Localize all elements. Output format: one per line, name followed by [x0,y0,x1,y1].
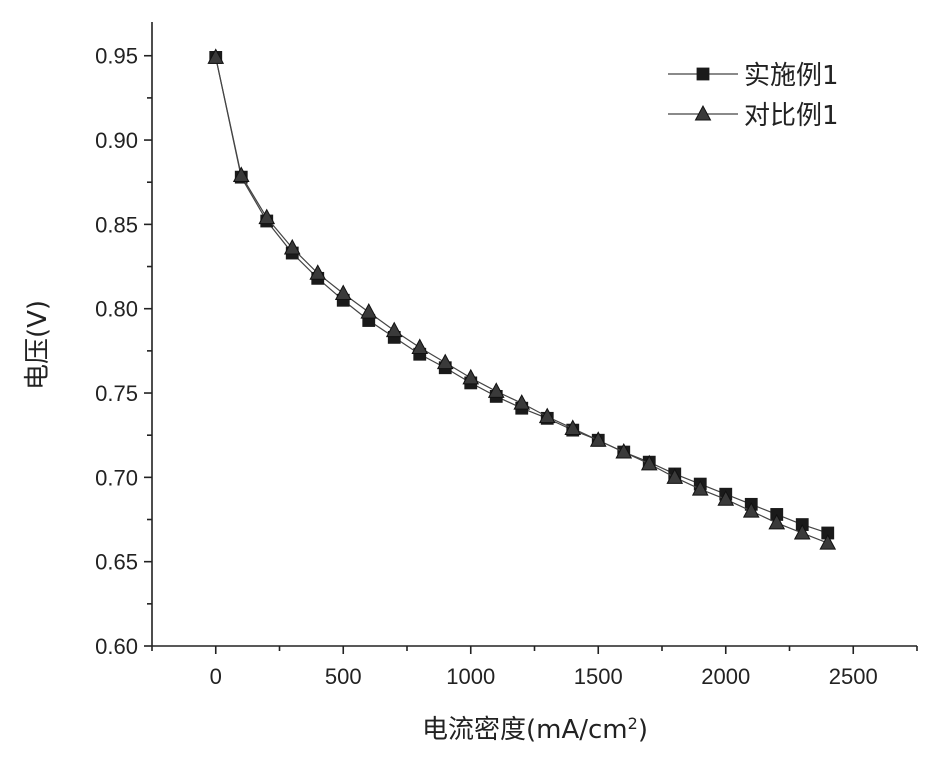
y-tick-label: 0.85 [95,212,138,237]
data-point [232,166,250,182]
y-tick-label: 0.70 [95,465,138,490]
data-point [411,338,429,354]
data-point [538,407,556,424]
y-axis-title: 电压(V) [23,300,53,390]
y-tick-label: 0.90 [95,128,138,153]
axes: 0.60 0.65 0.70 0.75 0.80 0.85 0.90 0.95 0 500 1000… [95,22,918,689]
data-point [691,480,709,496]
series-group [207,48,837,550]
data-point [207,48,225,64]
y-tick-label: 0.60 [95,634,138,659]
series-1 [209,51,835,540]
legend-label: 实施例1 [744,61,839,91]
data-point [360,303,378,319]
x-axis-title-sup: 2 [628,714,638,733]
data-point [717,490,735,506]
data-point [487,382,505,398]
data-point [309,264,327,280]
data-point [436,353,454,370]
x-tick-label: 1500 [574,664,623,689]
data-point [258,208,276,225]
data-point [742,502,760,518]
x-tick-label: 0 [210,664,222,689]
series-2 [207,48,837,550]
data-point [768,513,786,530]
data-point [666,468,684,484]
x-axis-title: 电流密度(mA/cm2) [422,714,648,746]
series-line [215,57,828,534]
data-point [564,419,582,435]
data-point [283,238,301,255]
data-point [462,368,480,385]
y-tick-label: 0.65 [95,550,138,575]
data-point [513,394,531,410]
legend-marker [696,67,710,81]
x-axis-title-end: ) [638,715,648,745]
y-tick-label: 0.95 [95,44,138,69]
data-point [793,523,811,540]
x-tick-label: 2500 [829,664,878,689]
series-line [215,57,828,544]
x-tick-label: 1000 [446,664,495,689]
data-point [819,534,837,550]
legend-label: 对比例1 [744,101,839,131]
legend-item-2: 对比例1 [668,101,839,131]
legend-marker [694,104,712,121]
y-tick-label: 0.80 [95,297,138,322]
legend: 实施例1 对比例1 [668,61,839,131]
x-tick-label: 500 [325,664,362,689]
data-point [385,321,403,338]
x-tick-label: 2000 [701,664,750,689]
x-axis-title-main: 电流密度(mA/cm [422,715,628,745]
data-point [589,431,607,447]
data-point [615,442,633,459]
data-point [640,454,658,471]
y-tick-label: 0.75 [95,381,138,406]
legend-item-1: 实施例1 [668,61,839,91]
data-point [334,284,352,301]
